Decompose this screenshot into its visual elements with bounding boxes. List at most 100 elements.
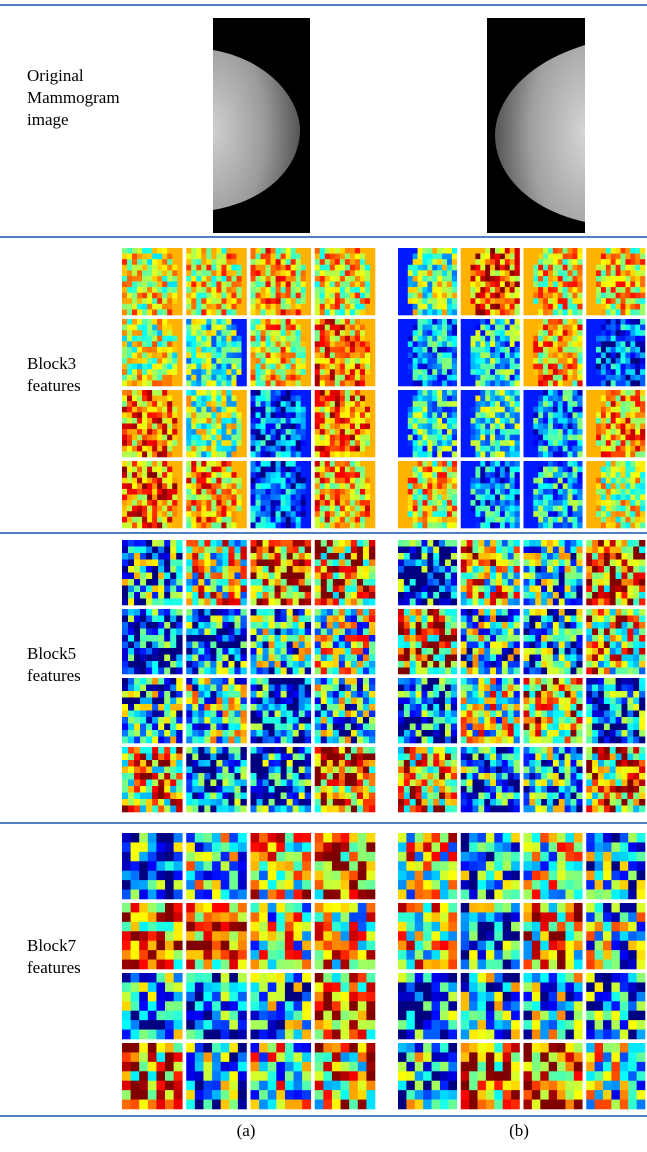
feature-cell <box>475 407 480 413</box>
feature-cell <box>177 511 182 517</box>
feature-cell <box>122 364 127 370</box>
feature-cell <box>201 390 206 396</box>
feature-cell <box>572 500 577 506</box>
feature-cell <box>291 467 296 473</box>
feature-cell <box>625 478 630 484</box>
feature-cell <box>221 506 226 512</box>
feature-cell <box>330 401 335 407</box>
feature-cell <box>528 522 533 528</box>
feature-cell <box>152 407 157 413</box>
feature-cell <box>475 309 480 315</box>
feature-cell <box>132 407 137 413</box>
feature-cell <box>495 375 500 381</box>
feature-cell <box>635 369 640 375</box>
feature-cell <box>186 566 192 573</box>
feature-cell <box>271 418 276 424</box>
feature-cell <box>370 380 375 386</box>
feature-cell <box>162 483 167 489</box>
feature-cell <box>162 467 167 473</box>
feature-cell <box>296 248 301 254</box>
feature-cell <box>350 276 355 282</box>
feature-cell <box>301 353 306 359</box>
feature-cell <box>286 358 291 364</box>
feature-cell <box>490 341 495 347</box>
feature-cell <box>320 375 325 381</box>
feature-cell <box>330 511 335 517</box>
feature-cell <box>177 424 182 430</box>
feature-cell <box>140 566 146 573</box>
feature-cell <box>543 435 548 441</box>
feature-cell <box>137 254 142 260</box>
feature-cell <box>558 467 563 473</box>
feature-cell <box>350 467 355 473</box>
feature-cell <box>403 418 408 424</box>
feature-cell <box>413 276 418 282</box>
feature-cell <box>640 489 645 495</box>
feature-cell <box>271 330 276 336</box>
feature-cell <box>170 540 176 547</box>
feature-cell <box>320 304 325 310</box>
feature-cell <box>191 248 196 254</box>
feature-cell <box>177 270 182 276</box>
feature-cell <box>422 293 427 299</box>
feature-cell <box>370 435 375 441</box>
feature-cell <box>611 412 616 418</box>
feature-cell <box>635 358 640 364</box>
feature-cell <box>271 483 276 489</box>
feature-cell <box>241 259 246 265</box>
feature-cell <box>293 547 299 554</box>
feature-cell <box>172 341 177 347</box>
feature-cell <box>403 336 408 342</box>
feature-cell <box>480 478 485 484</box>
feature-cell <box>271 358 276 364</box>
feature-cell <box>157 396 162 402</box>
feature-cell <box>568 440 573 446</box>
feature-cell <box>201 429 206 435</box>
feature-cell <box>515 435 520 441</box>
feature-cell <box>240 547 246 554</box>
feature-cell <box>370 412 375 418</box>
feature-cell <box>568 396 573 402</box>
feature-cell <box>480 270 485 276</box>
feature-cell <box>261 429 266 435</box>
feature-cell <box>398 341 403 347</box>
feature-cell <box>611 293 616 299</box>
feature-cell <box>286 500 291 506</box>
feature-cell <box>485 347 490 353</box>
feature-cell <box>505 440 510 446</box>
feature-cell <box>241 375 246 381</box>
feature-cell <box>340 495 345 501</box>
feature-cell <box>538 472 543 478</box>
feature-cell <box>216 341 221 347</box>
feature-cell <box>340 325 345 331</box>
feature-cell <box>505 375 510 381</box>
feature-cell <box>475 358 480 364</box>
feature-cell <box>261 407 266 413</box>
feature-cell <box>350 380 355 386</box>
feature-cell <box>198 573 204 580</box>
feature-cell <box>301 336 306 342</box>
feature-cell <box>422 401 427 407</box>
feature-cell <box>606 358 611 364</box>
feature-cell <box>271 364 276 370</box>
feature-cell <box>621 446 626 452</box>
feature-cell <box>236 390 241 396</box>
feature-cell <box>340 522 345 528</box>
feature-cell <box>355 424 360 430</box>
feature-cell <box>591 435 596 441</box>
feature-cell <box>137 407 142 413</box>
feature-cell <box>601 248 606 254</box>
feature-cell <box>137 483 142 489</box>
feature-cell <box>398 248 403 254</box>
feature-cell <box>147 358 152 364</box>
feature-cell <box>475 489 480 495</box>
feature-cell <box>360 435 365 441</box>
feature-cell <box>177 304 182 310</box>
feature-cell <box>398 489 403 495</box>
feature-cell <box>275 553 281 560</box>
feature-cell <box>365 330 370 336</box>
feature-cell <box>568 319 573 325</box>
feature-cell <box>226 265 231 271</box>
feature-cell <box>276 369 281 375</box>
feature-cell <box>413 478 418 484</box>
